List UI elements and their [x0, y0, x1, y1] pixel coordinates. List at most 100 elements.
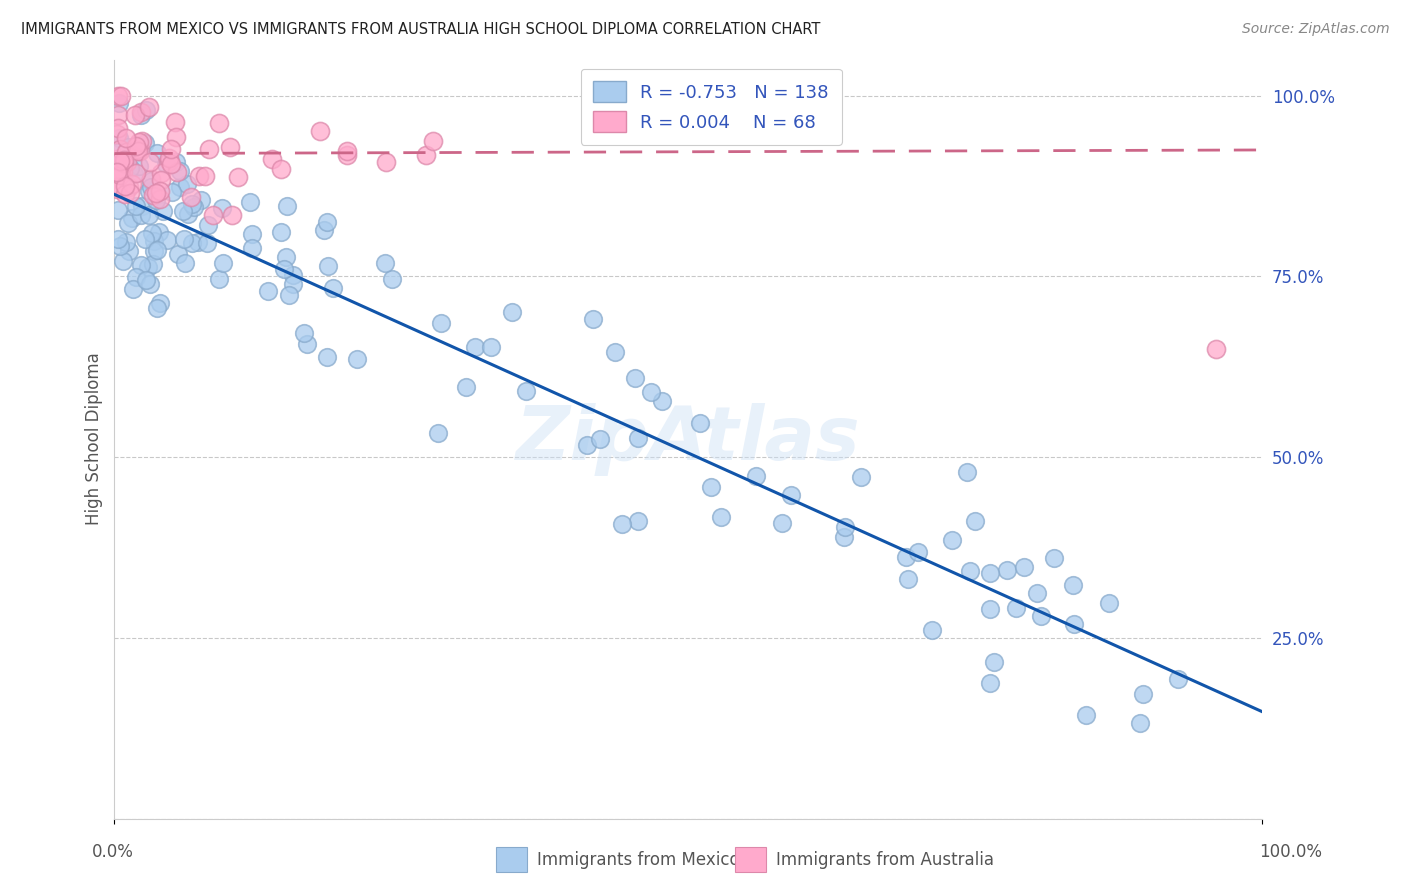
- Point: [115, 145, 138, 159]
- Point: [152, 204, 174, 219]
- Point: [211, 202, 233, 216]
- Point: [118, 180, 141, 194]
- Point: [700, 480, 723, 494]
- Point: [963, 514, 986, 528]
- Text: Immigrants from Australia: Immigrants from Australia: [776, 851, 994, 869]
- Point: [125, 270, 148, 285]
- Point: [183, 200, 205, 214]
- Point: [127, 142, 149, 156]
- Point: [208, 116, 231, 130]
- Point: [138, 100, 160, 114]
- Point: [180, 236, 202, 251]
- Point: [143, 244, 166, 258]
- Point: [464, 340, 486, 354]
- Point: [1026, 586, 1049, 600]
- Point: [108, 239, 131, 253]
- Point: [149, 296, 172, 310]
- Point: [1031, 608, 1053, 623]
- Point: [1132, 687, 1154, 701]
- Point: [187, 235, 209, 249]
- Point: [146, 244, 169, 258]
- Point: [515, 384, 537, 399]
- Y-axis label: High School Diploma: High School Diploma: [86, 352, 103, 525]
- Legend: R = -0.753   N = 138, R = 0.004    N = 68: R = -0.753 N = 138, R = 0.004 N = 68: [581, 69, 842, 145]
- Point: [118, 186, 141, 200]
- Point: [627, 431, 650, 445]
- Point: [454, 380, 477, 394]
- Point: [1098, 596, 1121, 610]
- Point: [187, 169, 209, 184]
- Point: [180, 190, 202, 204]
- Point: [110, 88, 132, 103]
- Point: [270, 225, 292, 239]
- Point: [118, 244, 141, 258]
- Point: [281, 268, 304, 283]
- Point: [135, 103, 157, 117]
- Point: [124, 108, 146, 122]
- Point: [138, 208, 160, 222]
- Point: [166, 247, 188, 261]
- Point: [107, 120, 129, 135]
- Point: [1012, 560, 1035, 574]
- Point: [146, 301, 169, 315]
- Point: [745, 468, 768, 483]
- Point: [336, 144, 359, 158]
- Point: [921, 623, 943, 637]
- Point: [166, 165, 188, 179]
- Point: [581, 311, 603, 326]
- Point: [273, 262, 295, 277]
- Point: [501, 305, 523, 319]
- Point: [107, 154, 129, 169]
- Point: [134, 136, 156, 150]
- Point: [145, 193, 167, 207]
- Point: [1074, 708, 1097, 723]
- Point: [208, 271, 231, 285]
- Point: [1062, 578, 1084, 592]
- Point: [107, 202, 129, 217]
- Point: [139, 174, 162, 188]
- Point: [381, 272, 404, 286]
- Point: [108, 153, 131, 168]
- Point: [169, 180, 191, 194]
- Point: [165, 130, 187, 145]
- Text: 0.0%: 0.0%: [91, 843, 134, 861]
- Point: [129, 208, 152, 222]
- Point: [240, 227, 263, 241]
- Point: [197, 142, 219, 156]
- Point: [114, 178, 136, 193]
- Point: [1042, 550, 1064, 565]
- Point: [128, 159, 150, 173]
- Point: [316, 215, 339, 229]
- Point: [422, 134, 444, 148]
- Point: [415, 147, 437, 161]
- Point: [148, 225, 170, 239]
- Point: [897, 573, 920, 587]
- Point: [136, 260, 159, 274]
- Point: [894, 550, 917, 565]
- Point: [995, 564, 1018, 578]
- Point: [143, 234, 166, 248]
- Point: [979, 566, 1001, 580]
- Point: [1129, 716, 1152, 731]
- Point: [603, 344, 626, 359]
- Point: [145, 186, 167, 201]
- Point: [226, 169, 249, 184]
- Point: [260, 152, 283, 166]
- Point: [194, 169, 217, 183]
- Point: [105, 179, 128, 194]
- Point: [139, 179, 162, 194]
- Point: [105, 127, 128, 141]
- Point: [575, 438, 598, 452]
- Point: [240, 241, 263, 255]
- Point: [709, 510, 731, 524]
- Point: [315, 350, 337, 364]
- Point: [141, 226, 163, 240]
- Point: [110, 143, 132, 157]
- Text: ZipAtlas: ZipAtlas: [516, 402, 860, 475]
- Point: [197, 219, 219, 233]
- Point: [312, 223, 335, 237]
- Point: [239, 194, 262, 209]
- Point: [174, 256, 197, 270]
- Point: [979, 602, 1001, 616]
- Point: [124, 199, 146, 213]
